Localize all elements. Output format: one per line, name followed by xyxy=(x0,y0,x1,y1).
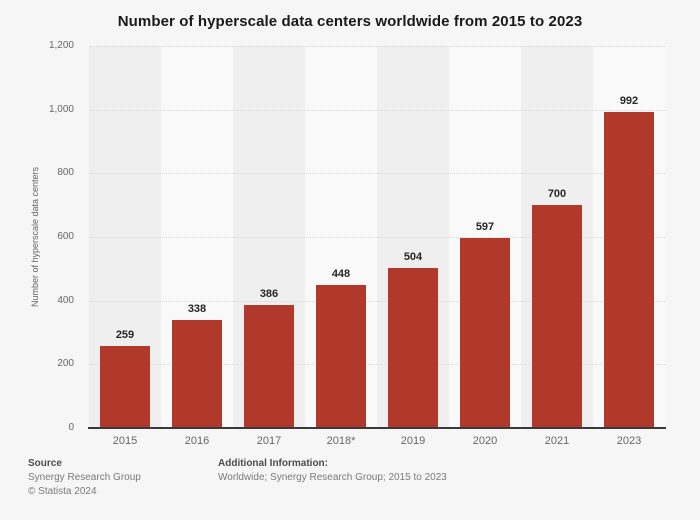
source-name: Synergy Research Group xyxy=(28,472,141,483)
y-tick-label: 400 xyxy=(57,294,74,306)
bar-value-label: 448 xyxy=(331,268,351,281)
copyright-notice: © Statista 2024 xyxy=(28,486,97,497)
y-tick-label: 200 xyxy=(57,358,74,370)
source-label: Source xyxy=(28,458,62,469)
gridline xyxy=(89,46,665,47)
x-tick-label: 2020 xyxy=(472,435,498,447)
chart-title: Number of hyperscale data centers worldw… xyxy=(117,13,583,30)
y-tick-label: 1,200 xyxy=(48,40,74,51)
x-tick-label: 2016 xyxy=(184,435,210,447)
bar-value-label: 700 xyxy=(547,188,567,201)
bar-value-label: 597 xyxy=(475,220,495,233)
gridline xyxy=(89,237,665,238)
bar-value-label: 992 xyxy=(619,95,639,108)
y-tick-label: 600 xyxy=(57,231,74,242)
x-tick-label: 2017 xyxy=(256,435,282,447)
bar-value-label: 259 xyxy=(115,328,135,341)
gridline xyxy=(89,364,665,366)
bar xyxy=(604,112,654,428)
bar-value-label: 504 xyxy=(403,250,423,263)
gridline xyxy=(89,109,665,111)
bar xyxy=(532,205,582,428)
bar xyxy=(388,267,438,428)
bar-value-label: 338 xyxy=(187,303,207,316)
bar xyxy=(460,237,510,428)
gridline xyxy=(89,173,665,175)
bar-value-label: 386 xyxy=(259,288,279,301)
gridline xyxy=(89,300,665,302)
bar xyxy=(100,345,150,428)
x-tick-label: 2019 xyxy=(400,435,426,447)
bar xyxy=(316,285,366,428)
y-tick-label: 800 xyxy=(57,167,74,179)
additional-information-label: Additional Information: xyxy=(218,458,328,469)
y-tick-label: 1,000 xyxy=(48,103,74,115)
x-tick-label: 2021 xyxy=(544,435,570,447)
x-tick-label: 2023 xyxy=(616,435,642,447)
x-tick-label: 2018* xyxy=(326,435,356,447)
x-axis-line xyxy=(88,427,666,429)
additional-information-text: Worldwide; Synergy Research Group; 2015 … xyxy=(218,472,447,483)
bar xyxy=(244,305,294,428)
x-tick-label: 2015 xyxy=(112,435,138,447)
y-tick-label: 0 xyxy=(68,422,74,433)
bar xyxy=(172,320,222,428)
